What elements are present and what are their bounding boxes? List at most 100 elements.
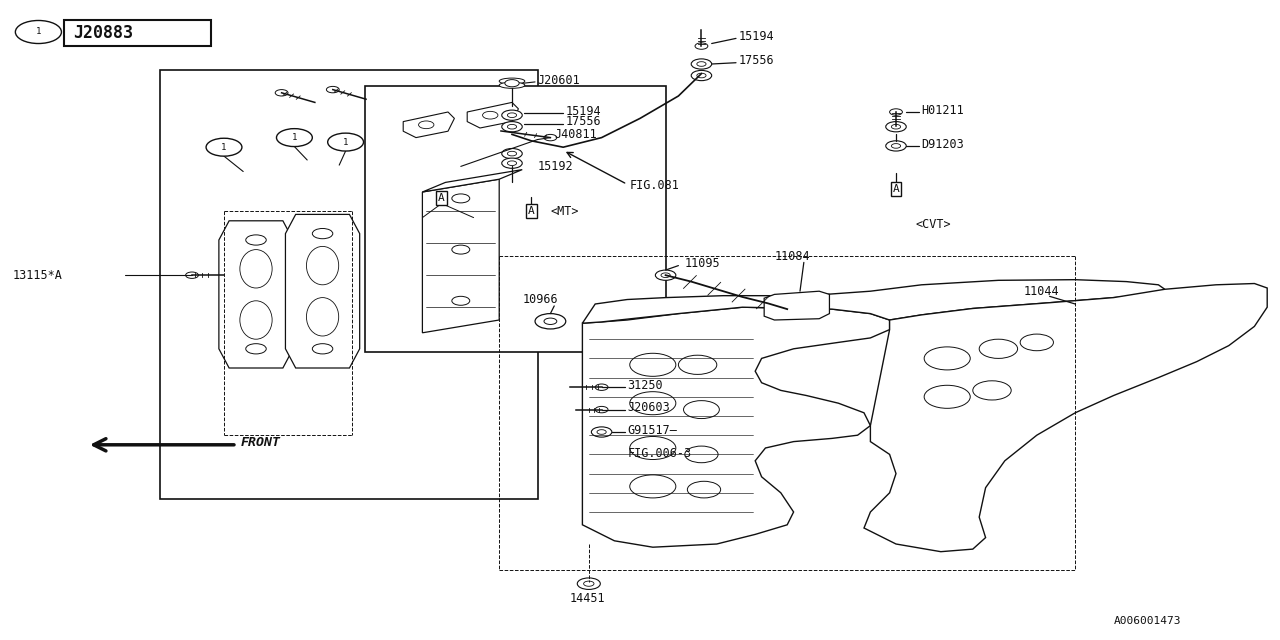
Circle shape	[206, 138, 242, 156]
Circle shape	[312, 344, 333, 354]
Circle shape	[502, 148, 522, 159]
Polygon shape	[764, 291, 829, 320]
Circle shape	[328, 133, 364, 151]
Text: J20883: J20883	[73, 24, 133, 42]
Text: 15192: 15192	[538, 160, 573, 173]
Circle shape	[275, 90, 288, 96]
Circle shape	[419, 121, 434, 129]
Circle shape	[595, 406, 608, 413]
Circle shape	[696, 61, 707, 67]
Circle shape	[630, 436, 676, 460]
Circle shape	[507, 151, 517, 156]
Bar	[160, 70, 538, 499]
Circle shape	[507, 161, 517, 166]
Text: J40811: J40811	[554, 128, 596, 141]
Circle shape	[504, 79, 520, 87]
Circle shape	[691, 70, 712, 81]
Circle shape	[695, 43, 708, 49]
Circle shape	[924, 347, 970, 370]
Ellipse shape	[499, 78, 525, 84]
Polygon shape	[219, 221, 293, 368]
Text: D91203: D91203	[922, 138, 964, 150]
Circle shape	[973, 381, 1011, 400]
Ellipse shape	[306, 246, 339, 285]
Polygon shape	[422, 170, 522, 192]
Text: J20601: J20601	[538, 74, 580, 87]
Circle shape	[544, 134, 557, 141]
Text: J20603: J20603	[627, 401, 669, 414]
Circle shape	[886, 122, 906, 132]
Text: FRONT: FRONT	[241, 436, 280, 449]
Circle shape	[660, 273, 671, 278]
Text: 1: 1	[36, 28, 41, 36]
Circle shape	[979, 339, 1018, 358]
Circle shape	[535, 314, 566, 329]
Circle shape	[326, 86, 339, 93]
Circle shape	[502, 158, 522, 168]
Text: H01211: H01211	[922, 104, 964, 116]
Circle shape	[452, 194, 470, 203]
Circle shape	[630, 353, 676, 376]
Circle shape	[696, 73, 707, 78]
Circle shape	[595, 384, 608, 390]
Circle shape	[246, 344, 266, 354]
Bar	[365, 86, 666, 352]
Text: G91517—: G91517—	[627, 424, 677, 436]
Polygon shape	[582, 280, 1165, 323]
Circle shape	[687, 481, 721, 498]
Circle shape	[452, 296, 470, 305]
Text: 31250: 31250	[627, 379, 663, 392]
Text: <CVT>: <CVT>	[915, 218, 951, 230]
Circle shape	[544, 318, 557, 324]
Circle shape	[312, 228, 333, 239]
Text: 17556: 17556	[566, 115, 602, 128]
Circle shape	[691, 59, 712, 69]
Circle shape	[596, 429, 607, 435]
FancyBboxPatch shape	[64, 20, 211, 46]
Circle shape	[502, 110, 522, 120]
Circle shape	[186, 272, 198, 278]
Circle shape	[891, 143, 901, 148]
Text: 13115*A: 13115*A	[13, 269, 63, 282]
Circle shape	[685, 446, 718, 463]
Text: 1: 1	[292, 133, 297, 142]
Circle shape	[584, 581, 594, 586]
Ellipse shape	[239, 250, 273, 288]
Circle shape	[591, 427, 612, 437]
Circle shape	[452, 245, 470, 254]
Text: 17556: 17556	[739, 54, 774, 67]
Text: 10966: 10966	[522, 293, 558, 306]
Circle shape	[15, 20, 61, 44]
Text: A: A	[892, 184, 900, 194]
Circle shape	[924, 385, 970, 408]
Circle shape	[684, 401, 719, 419]
Ellipse shape	[306, 298, 339, 336]
Text: 1: 1	[221, 143, 227, 152]
Circle shape	[502, 122, 522, 132]
Text: 15194: 15194	[566, 105, 602, 118]
Circle shape	[1020, 334, 1053, 351]
Text: 14451: 14451	[570, 592, 605, 605]
Circle shape	[678, 355, 717, 374]
Text: 15194: 15194	[739, 30, 774, 43]
Polygon shape	[285, 214, 360, 368]
Circle shape	[630, 392, 676, 415]
Polygon shape	[582, 307, 890, 547]
Text: <MT>: <MT>	[550, 205, 579, 218]
Text: 11095: 11095	[685, 257, 721, 270]
Circle shape	[507, 113, 517, 118]
Circle shape	[891, 124, 901, 129]
Text: A006001473: A006001473	[1114, 616, 1181, 626]
Circle shape	[483, 111, 498, 119]
Ellipse shape	[239, 301, 273, 339]
Text: 11084: 11084	[774, 250, 810, 262]
Text: FIG.081: FIG.081	[630, 179, 680, 192]
Polygon shape	[864, 284, 1267, 552]
Text: 1: 1	[343, 138, 348, 147]
Ellipse shape	[499, 82, 525, 88]
Polygon shape	[467, 102, 518, 128]
Polygon shape	[403, 112, 454, 138]
Polygon shape	[422, 179, 499, 333]
Circle shape	[655, 270, 676, 280]
Circle shape	[630, 475, 676, 498]
